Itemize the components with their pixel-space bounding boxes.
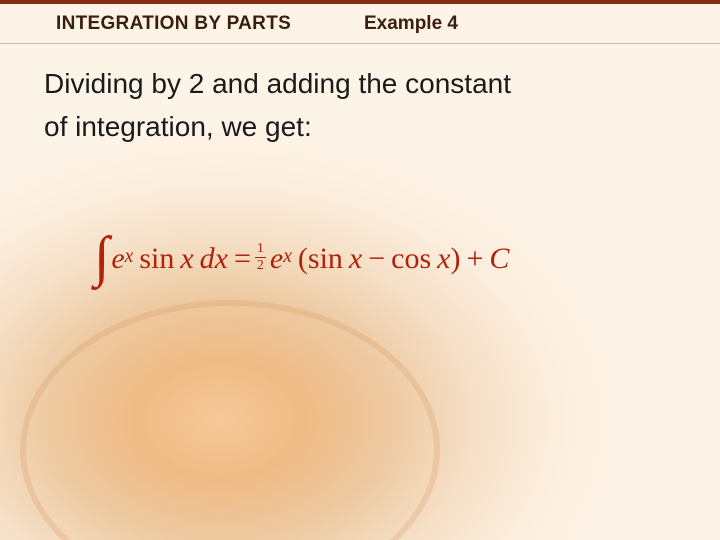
body-line-2: of integration, we get: bbox=[44, 111, 312, 142]
eq-dx: dx bbox=[200, 242, 228, 276]
eq-C: C bbox=[489, 242, 509, 276]
eq-sup-x1: x bbox=[125, 246, 134, 268]
background-ornament bbox=[20, 300, 440, 540]
body-line-1: Dividing by 2 and adding the constant bbox=[44, 68, 511, 99]
eq-x3: x bbox=[437, 242, 450, 276]
eq-x1: x bbox=[180, 242, 193, 276]
eq-frac-num: 1 bbox=[255, 242, 266, 258]
header: INTEGRATION BY PARTS Example 4 bbox=[0, 4, 720, 44]
eq-x2: x bbox=[349, 242, 362, 276]
eq-minus: − bbox=[368, 242, 385, 276]
body-text: Dividing by 2 and adding the constant of… bbox=[44, 62, 690, 149]
section-title: INTEGRATION BY PARTS bbox=[56, 13, 291, 35]
eq-onehalf: 1 2 bbox=[255, 242, 266, 273]
eq-equals: = bbox=[234, 242, 251, 276]
eq-plus: + bbox=[467, 242, 484, 276]
eq-close-paren: ) bbox=[451, 242, 461, 276]
eq-open-paren: ( bbox=[298, 242, 308, 276]
eq-e2: e bbox=[270, 242, 283, 276]
eq-e1: e bbox=[111, 242, 124, 276]
eq-frac-den: 2 bbox=[257, 258, 264, 273]
eq-cos: cos bbox=[391, 242, 431, 276]
example-label: Example 4 bbox=[364, 13, 458, 35]
equation: ∫ ex sin x dx = 1 2 ex (sin x − cos x) +… bbox=[94, 242, 509, 276]
eq-sup-x2: x bbox=[283, 246, 292, 268]
slide: INTEGRATION BY PARTS Example 4 Dividing … bbox=[0, 0, 720, 540]
eq-sin1: sin bbox=[139, 242, 174, 276]
eq-sin2: sin bbox=[308, 242, 343, 276]
